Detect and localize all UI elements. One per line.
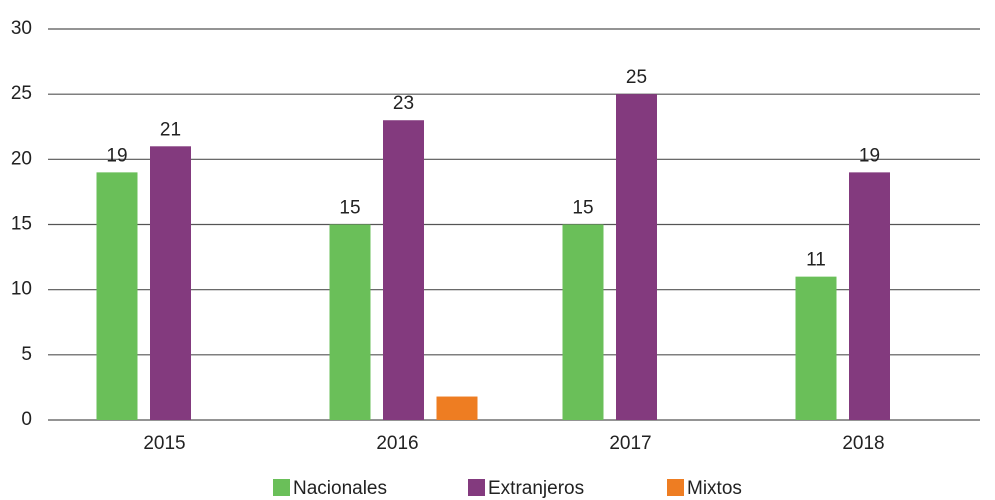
data-label: 25 <box>626 67 647 88</box>
bar <box>849 172 890 420</box>
y-tick-label: 0 <box>21 409 32 430</box>
bar <box>150 146 191 421</box>
data-label: 21 <box>160 119 181 140</box>
x-tick-label: 2018 <box>842 433 884 454</box>
bar <box>616 94 657 421</box>
y-tick-label: 25 <box>11 83 32 104</box>
y-tick-label: 5 <box>21 344 32 365</box>
legend-swatch <box>273 479 290 496</box>
legend-label: Mixtos <box>687 478 742 499</box>
legend-swatch <box>468 479 485 496</box>
data-label: 15 <box>572 198 593 219</box>
data-label: 23 <box>393 93 414 114</box>
legend-label: Nacionales <box>293 478 387 499</box>
bar <box>329 224 371 420</box>
data-label: 15 <box>339 198 360 219</box>
x-tick-label: 2017 <box>609 433 651 454</box>
y-tick-label: 30 <box>11 18 32 39</box>
bar <box>795 276 837 420</box>
bar <box>96 172 138 420</box>
y-tick-label: 20 <box>11 148 32 169</box>
data-label: 19 <box>859 145 880 166</box>
legend-label: Extranjeros <box>488 478 584 499</box>
x-tick-label: 2015 <box>143 433 185 454</box>
bar <box>383 120 424 420</box>
legend-swatch <box>667 479 684 496</box>
data-label: 11 <box>806 250 826 271</box>
bar <box>436 396 478 420</box>
y-tick-label: 15 <box>11 214 32 235</box>
bar <box>562 224 604 420</box>
y-tick-label: 10 <box>11 279 32 300</box>
data-label: 19 <box>106 145 127 166</box>
x-tick-label: 2016 <box>376 433 418 454</box>
